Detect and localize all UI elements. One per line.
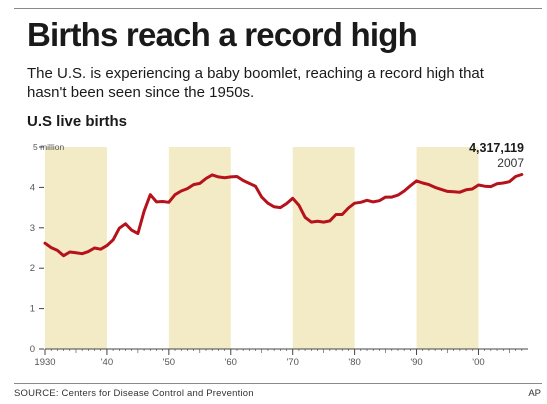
births-series [43, 173, 524, 258]
top-rule [14, 8, 542, 9]
x-tick-label-2: '50 [163, 357, 175, 368]
decade-band-1970 [292, 147, 355, 349]
decade-band-1950 [168, 147, 231, 349]
chart-subtitle: The U.S. is experiencing a baby boomlet,… [27, 65, 484, 101]
annotation-value: 4,317,119 [469, 141, 524, 155]
x-tick-label-7: '00 [472, 357, 484, 368]
chart-title: Births reach a record high [27, 16, 418, 53]
y-tick-label-4: 4 [30, 182, 35, 193]
x-tick-label-5: '80 [348, 357, 360, 368]
credit-ap: AP [528, 388, 541, 399]
x-tick-label-1: '40 [101, 357, 113, 368]
decade-band-1990 [416, 147, 479, 349]
y-tick-label-1: 1 [30, 304, 35, 315]
y-tick-label-0: 0 [30, 344, 35, 355]
source-note: SOURCE: Centers for Disease Control and … [14, 388, 254, 399]
x-tick-label-0: 1930 [34, 357, 55, 368]
x-tick-label-3: '60 [225, 357, 237, 368]
y-tick-label-2: 2 [30, 263, 35, 274]
source-rule [14, 383, 542, 384]
y-tick-label-5: 5 million [33, 142, 64, 152]
chart-series-label: U.S live births [27, 113, 128, 130]
annotation-year: 2007 [497, 156, 524, 170]
y-tick-label-3: 3 [30, 223, 35, 234]
births-line [43, 173, 524, 258]
x-tick-label-6: '90 [410, 357, 422, 368]
decade-bands [45, 147, 479, 349]
x-axis: 1930 '40 '50 '60 '70 '80 '90 '00 [34, 348, 528, 368]
x-tick-label-4: '70 [286, 357, 298, 368]
y-axis: 0 1 2 3 4 5 million [30, 142, 65, 355]
